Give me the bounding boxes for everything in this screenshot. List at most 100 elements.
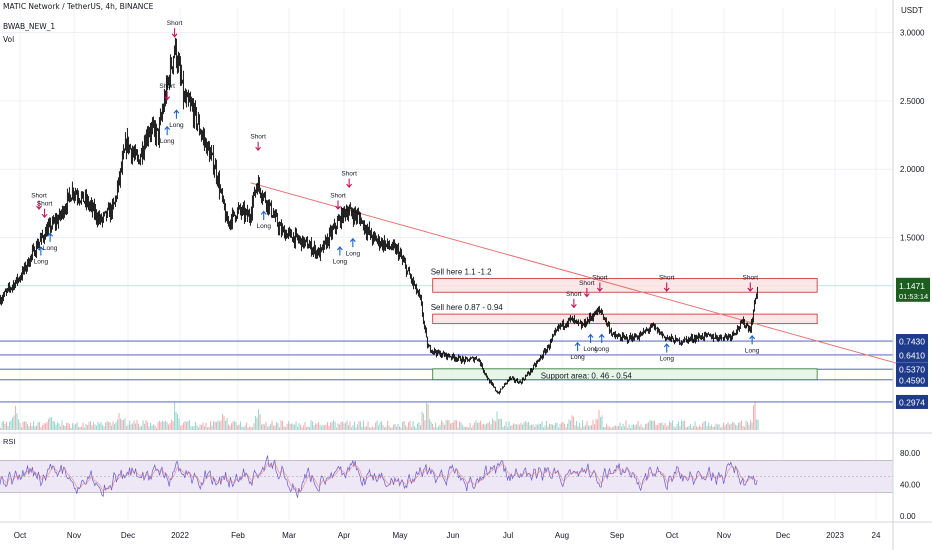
volume-bar [676,424,678,430]
volume-bar [121,419,123,430]
volume-bar [603,426,605,430]
volume-bar [234,421,236,430]
level-0-5370-tag [896,362,928,377]
volume-bar [595,418,597,430]
short-arrow-icon [171,28,178,38]
volume-bar [201,424,203,430]
volume-bar [610,427,612,430]
volume-bar [643,427,645,430]
volume-bar [123,419,125,430]
volume-bar [507,427,509,430]
volume-bar [606,423,608,430]
volume-bar [754,401,756,430]
volume-bar [397,423,399,430]
short-label-4: Short [167,20,183,27]
volume-bar [183,422,185,430]
volume-bar [444,424,446,430]
volume-bar [325,424,327,430]
volume-bar [469,422,471,430]
volume-bar [483,423,485,430]
volume-bar [46,421,48,430]
volume-bar [309,427,311,430]
volume-bar [639,426,641,430]
level-0-5370-tag-text: 0.5370 [899,365,925,375]
volume-bar [706,426,708,430]
volume-bar [583,426,585,430]
volume-bar [28,426,30,430]
volume-bar [633,424,635,430]
volume-bar [462,424,464,430]
time-tick-0: Oct [14,531,27,540]
volume-bar [381,421,383,430]
volume-bar [442,422,444,430]
volume-bar [555,422,557,430]
volume-bar [195,421,197,430]
volume-bar [138,423,140,430]
volume-bar [571,415,573,430]
volume-bar [202,422,204,430]
volume-bar [267,426,269,430]
volume-bar [303,425,305,430]
level-0-4590-tag-text: 0.4590 [899,375,925,385]
volume-bar [747,422,749,430]
volume-bar [487,422,489,430]
volume-bar [702,423,704,430]
volume-bar [627,427,629,430]
indicator-label[interactable]: BWAB_NEW_1 [3,22,56,31]
volume-bar [589,425,591,430]
long-arrow-icon [37,246,44,256]
price-tick-0: 3.0000 [900,29,925,38]
sell-zone-upper [432,278,818,293]
long-arrow-icon [336,246,343,256]
volume-bar [588,425,590,430]
volume-bar [688,425,690,430]
volume-bar [447,420,449,430]
volume-bar [376,420,378,430]
volume-bar [166,422,168,430]
short-label-0: Short [31,192,47,199]
volume-bar [250,426,252,430]
volume-bar [162,420,164,430]
volume-bar [37,422,39,430]
time-tick-7: May [392,531,407,540]
price-tick-1: 2.5000 [900,97,925,106]
volume-bar [513,423,515,430]
volume-bar [16,413,18,430]
signals: ShortShortLongLongShortShortLongLongShor… [31,20,760,362]
volume-bar [316,423,318,430]
volume-bar [696,426,698,430]
volume-bar [258,409,260,430]
time-tick-14: Dec [776,531,790,540]
volume-bar [472,425,474,430]
long-arrow-icon [574,341,581,352]
long-label-13: Long [346,250,361,257]
volume-bar [214,421,216,430]
long-arrow-icon [164,125,171,136]
volume-bar [193,425,195,430]
volume-bar [334,421,336,430]
volume-bar [142,420,144,430]
volume-bar [604,426,606,430]
volume-bar [75,423,77,430]
short-label-17: Short [659,274,675,281]
volume-bar [475,420,477,430]
volume-bar [630,427,632,430]
volume-bar [735,424,737,430]
volume-bar [285,427,287,430]
volume-bar [664,422,666,430]
volume-bar [93,422,95,430]
time-tick-6: Apr [338,531,351,540]
volume-bar [82,422,84,430]
volume-bar [181,424,183,430]
volume-bar [343,423,345,430]
short-arrow-icon [164,91,171,101]
level-0-7430-tag-text: 0.7430 [899,337,925,347]
volume-bar [333,420,335,430]
volume-bar [657,424,659,430]
volume-bar [292,424,294,430]
volume-bar [282,421,284,430]
volume-bar [301,427,303,430]
volume-bar [750,419,752,430]
volume-label[interactable]: Vol [3,35,15,44]
